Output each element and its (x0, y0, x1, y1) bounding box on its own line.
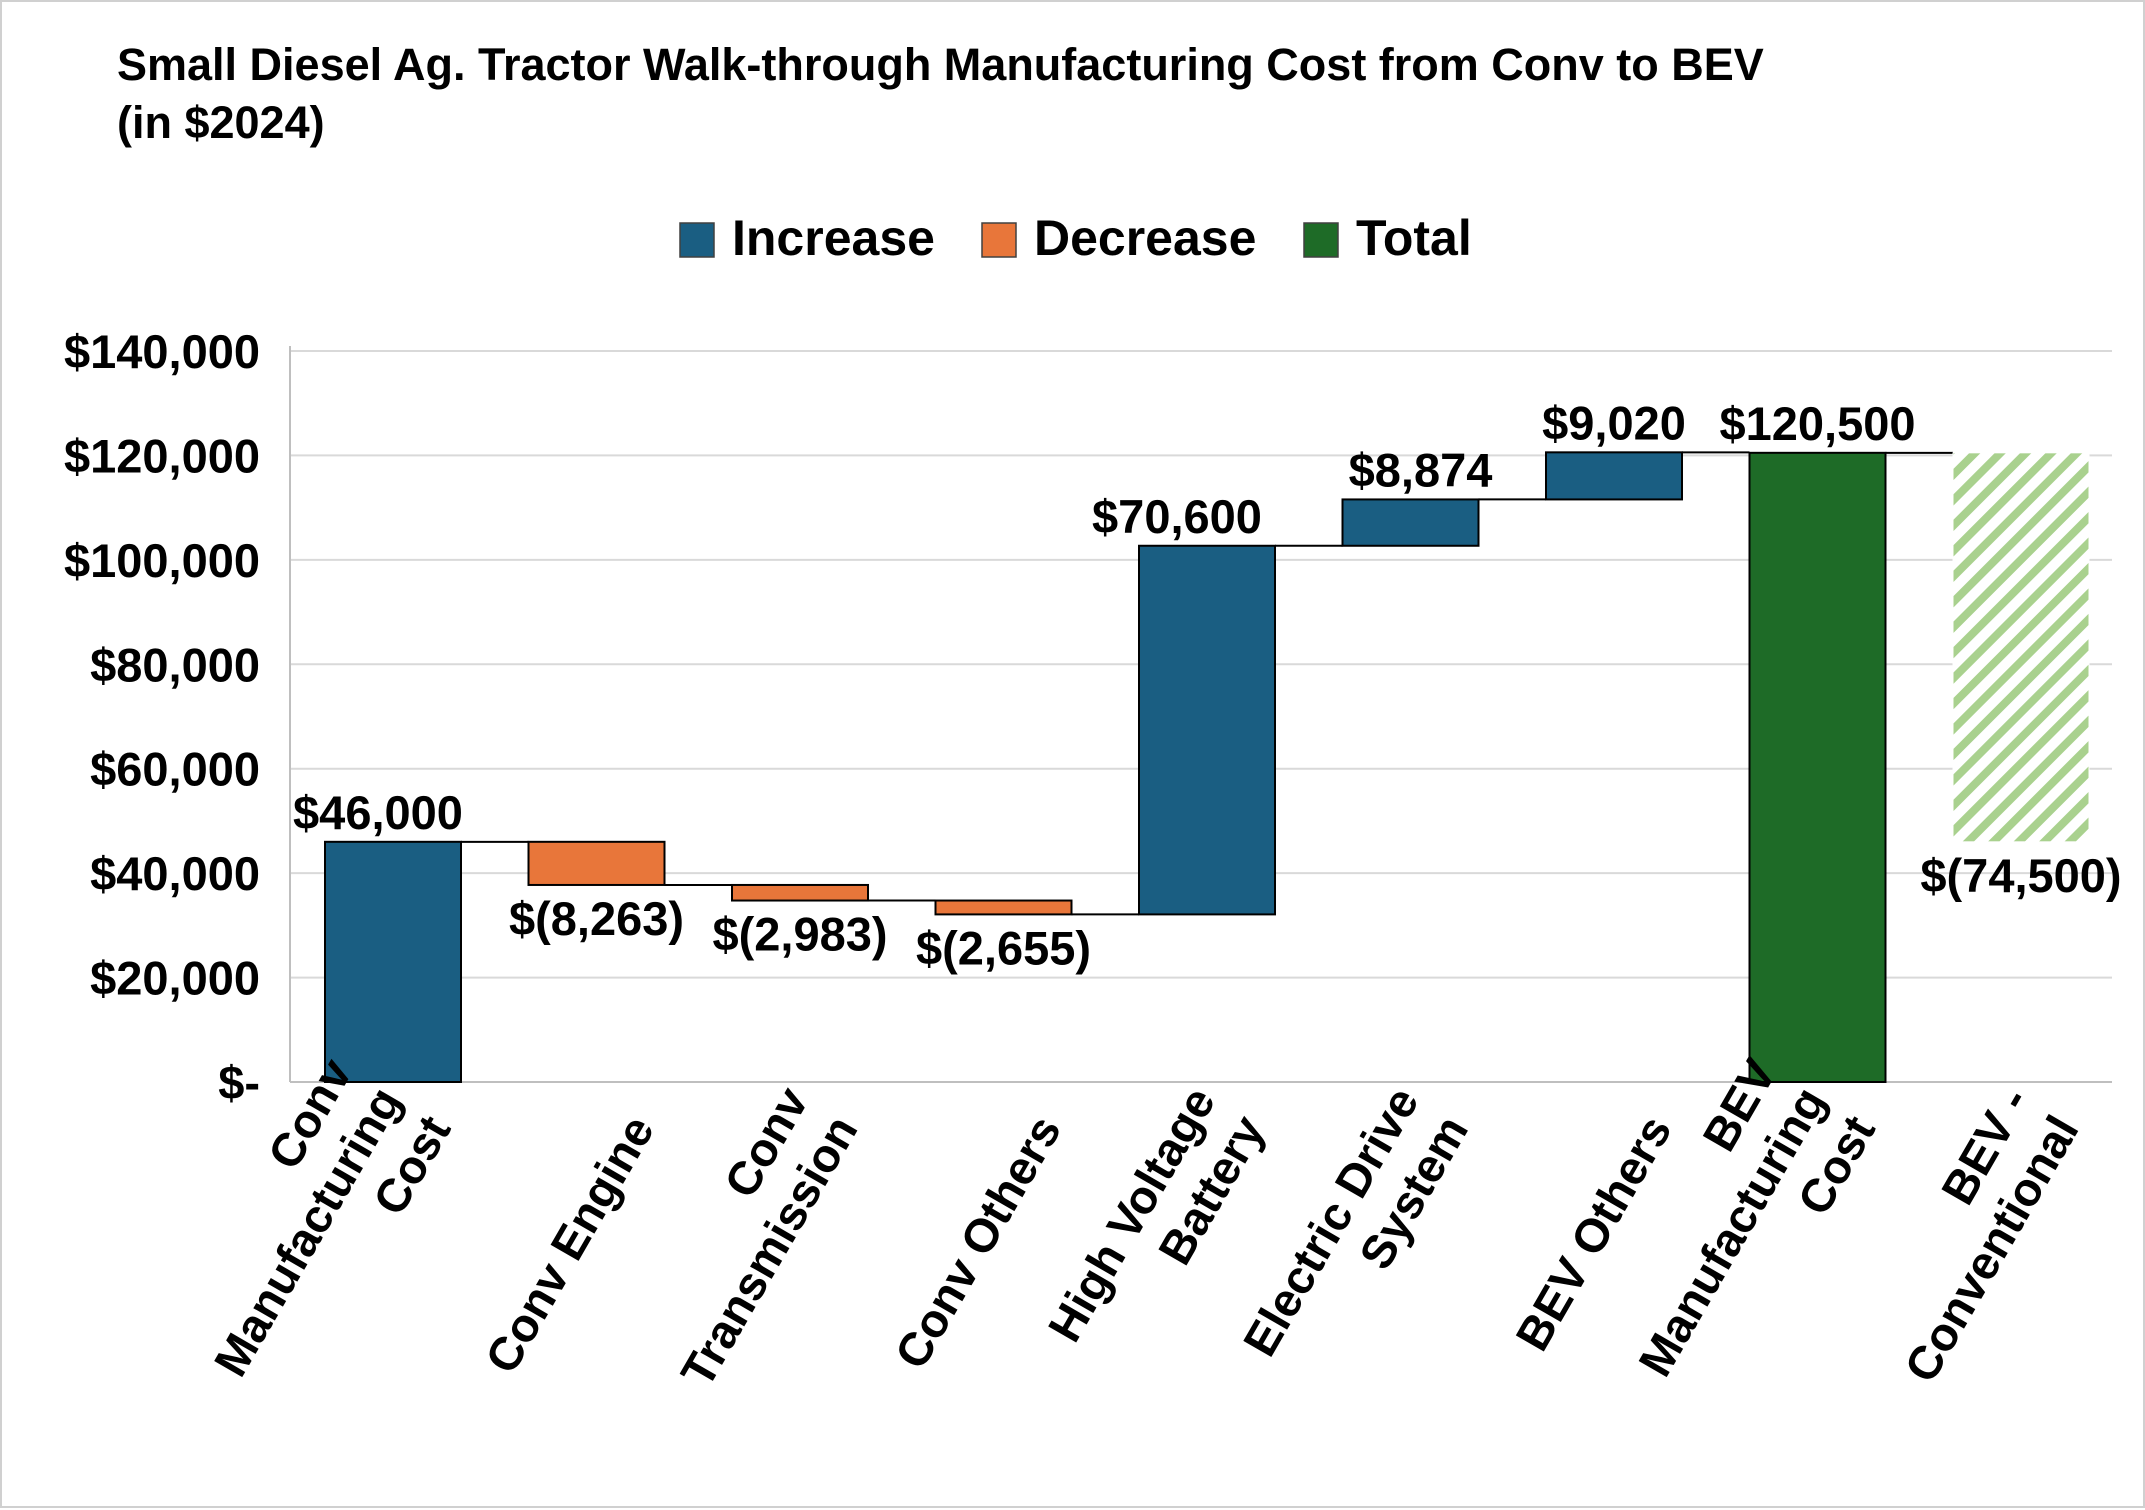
y-axis-ticks: $- $20,000 $40,000 $60,000 $80,000 $100,000 $1… (64, 325, 260, 1109)
legend-swatch-increase (679, 222, 715, 258)
x-category-label: Conv Engine (475, 1107, 665, 1382)
y-tick-label: $60,000 (90, 743, 260, 796)
bar-total (1748, 451, 1887, 1083)
bar-decrease (934, 899, 1073, 916)
bar-difference (1952, 452, 2090, 843)
y-tick-label: $- (218, 1056, 260, 1109)
y-tick-label: $100,000 (64, 534, 260, 587)
y-tick-label: $120,000 (64, 429, 260, 482)
chart-title-line: (in $2024) (117, 97, 325, 148)
data-label: $9,020 (1542, 396, 1686, 449)
data-label: $(74,500) (1920, 849, 2121, 902)
legend-label-increase: Increase (732, 210, 935, 266)
data-label: $(2,655) (916, 921, 1091, 974)
bar-increase (1138, 544, 1276, 916)
data-label: $(8,263) (509, 892, 684, 945)
y-tick-label: $40,000 (90, 847, 260, 900)
chart-legend: Increase Decrease Total (679, 210, 1472, 266)
legend-swatch-decrease (981, 222, 1017, 258)
chart-title: Small Diesel Ag. Tractor Walk-through Ma… (117, 39, 1764, 148)
connector-lines (461, 451, 1953, 916)
legend-label-decrease: Decrease (1034, 210, 1256, 266)
x-category-line: Conv Others (884, 1107, 1071, 1378)
chart-title-line: Small Diesel Ag. Tractor Walk-through Ma… (117, 39, 1764, 90)
x-category-line: Conv Engine (475, 1107, 665, 1382)
bar-decrease (731, 883, 869, 902)
x-category-label: BEV -Conventional (1894, 1078, 2089, 1391)
y-tick-label: $80,000 (90, 638, 260, 691)
data-label: $8,874 (1349, 443, 1493, 496)
data-label: $120,500 (1719, 397, 1915, 450)
bar-increase (1341, 498, 1480, 547)
bar-increase (324, 840, 462, 1083)
legend-swatch-total (1303, 222, 1339, 258)
y-tick-label: $20,000 (90, 952, 260, 1005)
bars (324, 451, 2090, 1083)
data-labels: $46,000 $(8,263) $(2,983) $(2,655) $70,600 $8… (293, 396, 2122, 974)
bar-decrease (527, 840, 666, 886)
data-label: $46,000 (293, 786, 463, 839)
y-tick-label: $140,000 (64, 325, 260, 378)
bar-increase (1545, 451, 1683, 501)
data-label: $(2,983) (712, 908, 887, 961)
legend-label-total: Total (1356, 210, 1472, 266)
x-category-label: Conv Others (884, 1107, 1071, 1378)
data-label: $70,600 (1092, 490, 1262, 543)
